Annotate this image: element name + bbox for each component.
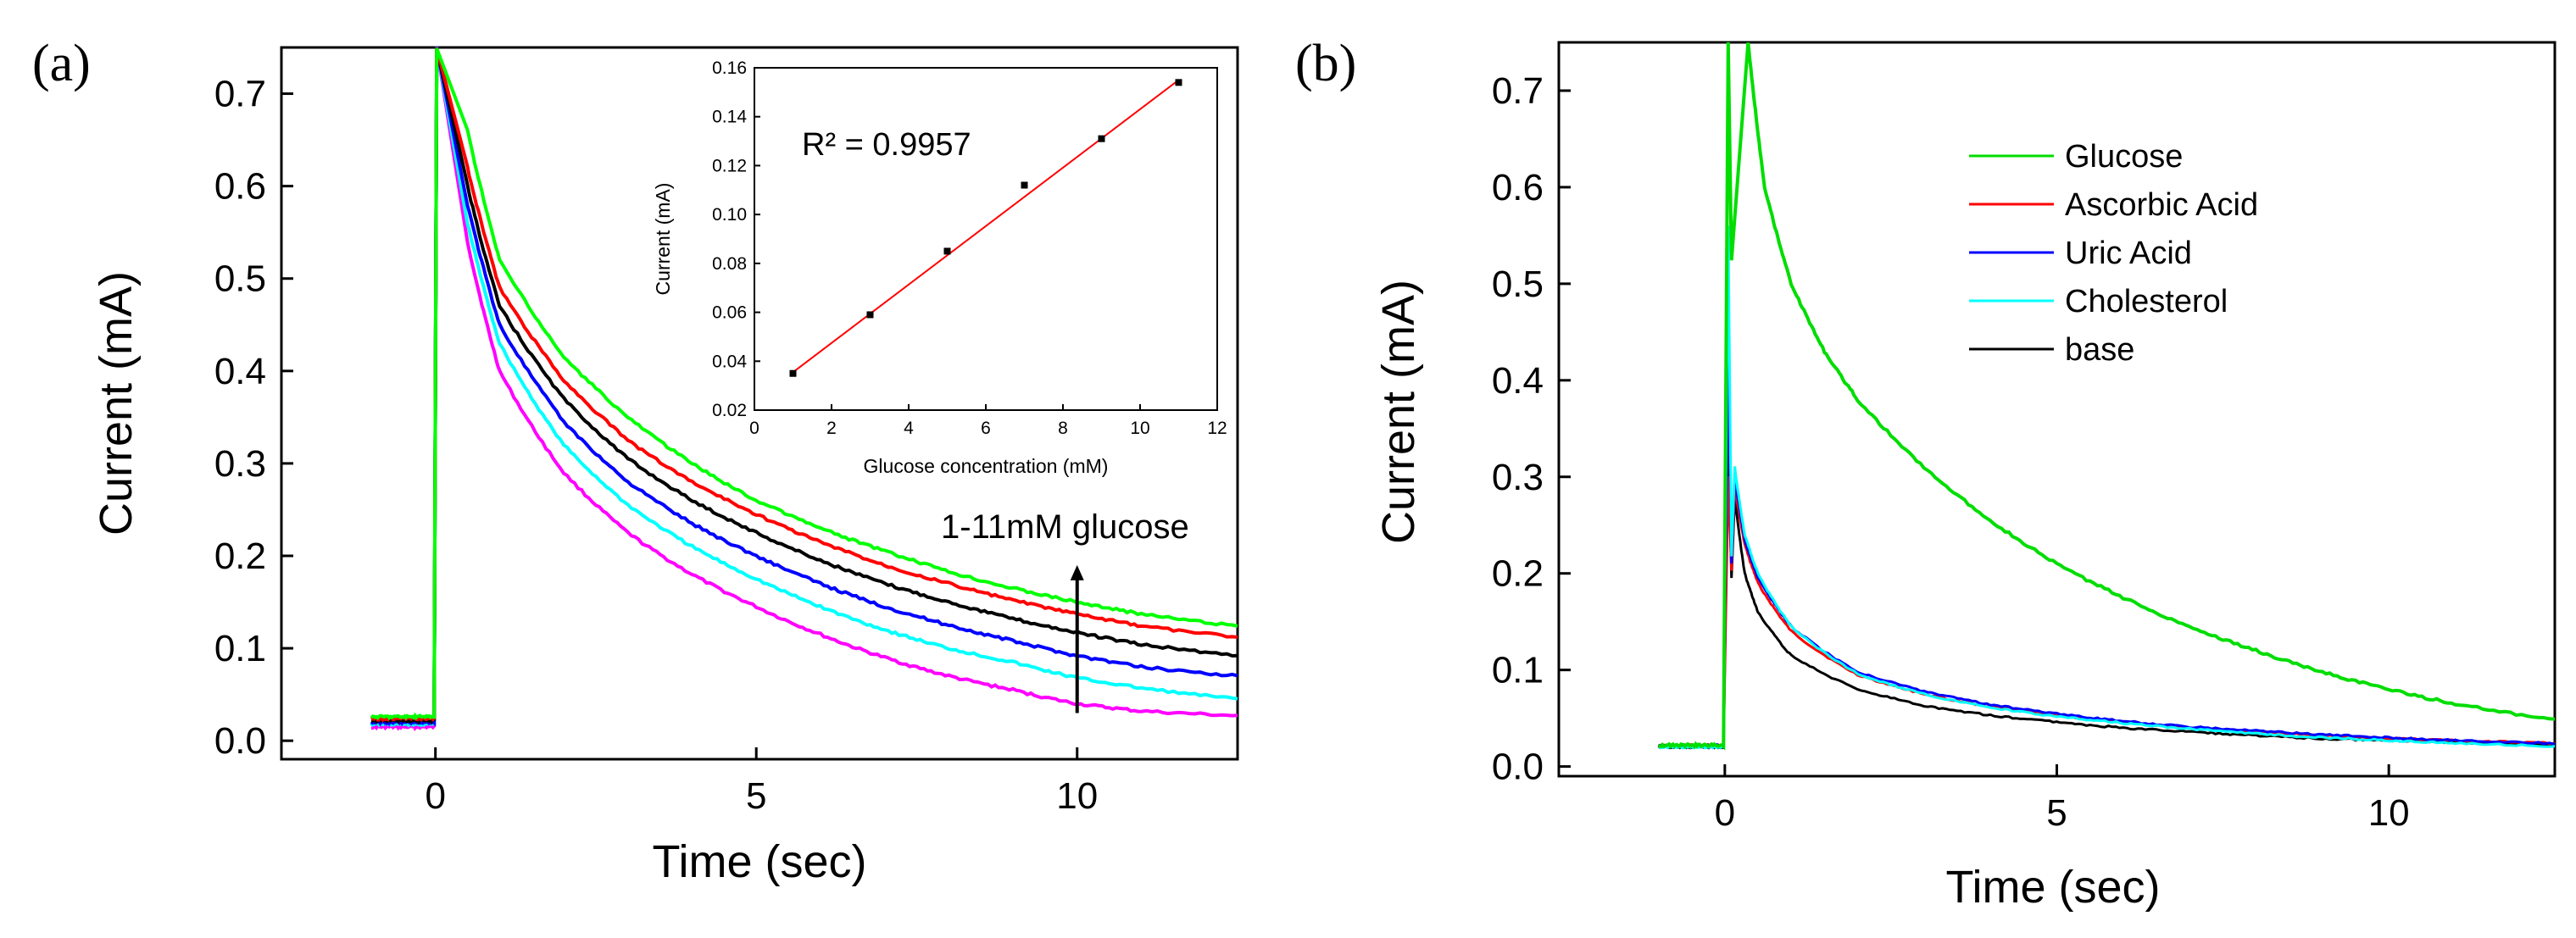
series-line	[1657, 341, 2556, 748]
x-tick-label: 4	[904, 419, 914, 438]
series-line	[1658, 475, 2556, 748]
panel-b-x-axis-title: Time (sec)	[1946, 862, 2161, 913]
panel-a-x-axis-title: Time (sec)	[653, 836, 867, 887]
y-tick-label: 0.06	[712, 303, 747, 323]
x-tick-label: 10	[1130, 419, 1149, 438]
y-tick-label: 0.4	[1492, 360, 1544, 402]
inset-x-axis-title: Glucose concentration (mM)	[864, 455, 1109, 477]
panel-a-plot-frame	[280, 46, 1239, 761]
scatter-point	[1098, 135, 1105, 142]
legend-label: base	[2065, 332, 2134, 368]
scatter-point	[943, 247, 951, 255]
panel-a-chart: 0.0 0.1 0.2 0.3 0.4 0.5 0.6 0.7 0 5 10 Current (m…	[91, 46, 1239, 887]
y-tick-label: 0.04	[712, 352, 747, 371]
scatter-point	[789, 369, 797, 377]
panel-b-y-axis-title: Current (mA)	[1373, 280, 1424, 544]
y-tick-label: 0.3	[1492, 457, 1544, 498]
y-tick-label: 0.3	[214, 443, 266, 485]
y-tick-label: 0.1	[214, 628, 266, 669]
x-tick-label: 12	[1207, 419, 1227, 438]
y-tick-label: 0.16	[712, 58, 747, 78]
inset-background	[749, 67, 1221, 409]
arrow-head	[1070, 564, 1084, 580]
x-tick-label: 0	[749, 419, 759, 438]
panel-a-arrow	[1070, 564, 1084, 713]
y-tick-label: 0.12	[712, 156, 747, 175]
series-line	[370, 47, 1238, 723]
legend-label: Ascorbic Acid	[2065, 187, 2258, 223]
y-tick-label: 0.14	[712, 108, 747, 127]
panel-b-chart: 0.0 0.1 0.2 0.3 0.4 0.5 0.6 0.7 0 5 10 Current (m…	[1373, 41, 2557, 913]
inset-y-ticks: 0.02 0.04 0.06 0.08 0.10 0.12 0.14 0.16	[712, 58, 760, 420]
y-tick-label: 0.0	[214, 720, 266, 762]
fit-line	[792, 79, 1180, 374]
series-line	[370, 47, 1238, 727]
inset-x-ticks: 0 2 4 6 8 10 12	[749, 404, 1227, 438]
x-tick-label: 8	[1058, 419, 1068, 438]
x-tick-label: 2	[826, 419, 837, 438]
legend-label: Glucose	[2065, 139, 2183, 175]
y-tick-label: 0.6	[1492, 167, 1544, 208]
x-tick-label: 10	[1056, 775, 1098, 817]
legend-label: Uric Acid	[2065, 236, 2192, 271]
scatter-point	[1021, 181, 1028, 189]
y-tick-label: 0.6	[214, 166, 266, 208]
panel-a-y-axis-title: Current (mA)	[91, 271, 142, 536]
series-line	[370, 47, 1238, 725]
inset-y-axis-title: Current (mA)	[652, 183, 674, 296]
y-tick-label: 0.5	[1492, 264, 1544, 305]
panel-b-series	[1657, 42, 2556, 751]
x-tick-label: 6	[981, 419, 991, 438]
x-tick-label: 5	[746, 775, 766, 817]
series-line	[1658, 42, 2556, 751]
x-tick-label: 10	[2368, 792, 2410, 834]
panel-a-annotation: 1-11mM glucose	[941, 508, 1189, 546]
panel-a-label: (a)	[32, 35, 91, 92]
panel-b-y-ticks: 0.0 0.1 0.2 0.3 0.4 0.5 0.6 0.7	[1492, 70, 1571, 788]
y-tick-label: 0.7	[1492, 70, 1544, 112]
x-tick-label: 0	[425, 775, 445, 817]
y-tick-label: 0.4	[214, 351, 266, 392]
y-tick-label: 0.0	[1492, 747, 1544, 788]
panel-b-legend: Glucose Ascorbic Acid Uric Acid Cholesterol…	[1969, 139, 2258, 368]
y-tick-label: 0.1	[1492, 650, 1544, 691]
series-line	[370, 47, 1238, 721]
series-line	[370, 46, 1238, 731]
y-tick-label: 0.2	[214, 536, 266, 577]
panel-a-inset: 0.02 0.04 0.06 0.08 0.10 0.12 0.14 0.16 0 2 4 6 8 10…	[652, 58, 1227, 477]
y-tick-label: 0.2	[1492, 553, 1544, 595]
panel-a-series	[370, 46, 1238, 731]
y-tick-label: 0.08	[712, 254, 747, 274]
panel-b-label: (b)	[1295, 35, 1356, 92]
inset-r2-annotation: R² = 0.9957	[802, 127, 971, 163]
y-tick-label: 0.02	[712, 401, 747, 420]
panel-a-x-ticks: 0 5 10	[425, 747, 1098, 817]
y-tick-label: 0.7	[214, 74, 266, 115]
inset-marks	[789, 79, 1182, 377]
panel-b-x-ticks: 0 5 10	[1715, 764, 2410, 834]
x-tick-label: 0	[1715, 792, 1735, 834]
panel-a-y-ticks: 0.0 0.1 0.2 0.3 0.4 0.5 0.6 0.7	[214, 74, 293, 762]
panel-b-plot-frame	[1557, 41, 2557, 778]
x-tick-label: 5	[2046, 792, 2067, 834]
y-tick-label: 0.10	[712, 205, 747, 225]
legend-label: Cholesterol	[2065, 284, 2228, 319]
scatter-point	[1175, 79, 1182, 86]
scatter-point	[866, 311, 874, 319]
series-line	[1658, 225, 2556, 750]
y-tick-label: 0.5	[214, 258, 266, 300]
